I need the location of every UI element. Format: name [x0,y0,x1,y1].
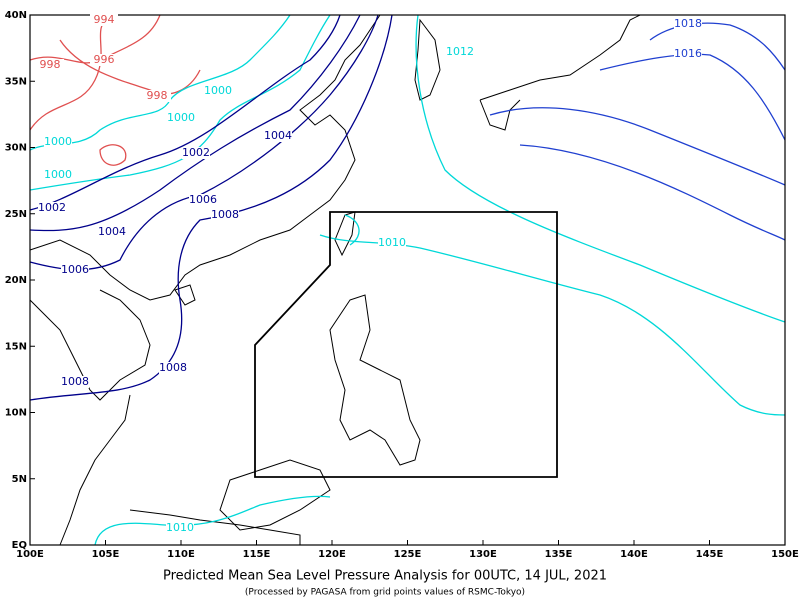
isobar-label: 1000 [44,135,72,148]
isobar-label: 1018 [674,17,702,30]
isobar-label-bg [167,112,195,124]
isobar-label: 998 [147,89,168,102]
subtitle: (Processed by PAGASA from grid points va… [245,588,525,598]
isobar-label: 1006 [189,193,217,206]
isobar-label-bg [143,90,171,102]
lat-label: 20N [5,275,27,286]
isobar-label: 1008 [61,375,89,388]
isobar-label-bg [264,130,292,142]
lon-label: 105E [92,549,120,560]
lat-label: 5N [12,474,27,485]
coastlines [29,14,641,546]
lat-label: EQ [12,540,27,551]
lon-label: 140E [620,549,648,560]
isobar-label-bg [44,169,72,181]
isobar-label: 1004 [98,225,126,238]
lon-label: 120E [318,549,346,560]
isobar-label: 1010 [166,521,194,534]
isobar-label: 1000 [204,84,232,97]
isobar-label-bg [44,136,72,148]
isobar-label-bg [182,147,210,159]
lat-label: 25N [5,209,27,220]
isobar-label-bg [90,14,118,26]
lat-label: 40N [5,10,27,21]
isobar-label: 996 [94,53,115,66]
lon-label: 135E [545,549,573,560]
lon-label: 130E [469,549,497,560]
isobar-label: 1008 [211,208,239,221]
isobar-label: 1002 [38,201,66,214]
lat-label: 15N [5,341,27,352]
isobar-label-bg [38,202,66,214]
isobar-label: 1000 [44,168,72,181]
isobar-label-bg [166,522,194,534]
lon-label: 145E [696,549,724,560]
isobar-label-bg [378,237,406,249]
lon-label: 115E [243,549,271,560]
isobar-label: 994 [94,13,115,26]
isobar-label-bg [446,46,474,58]
title: Predicted Mean Sea Level Pressure Analys… [163,569,607,584]
lon-label: 125E [394,549,422,560]
isobar-label: 1012 [446,45,474,58]
isobar-label: 1002 [182,146,210,159]
lat-label: 30N [5,143,27,154]
isobar-label-bg [61,376,89,388]
lon-label: 100E [16,549,44,560]
isobar-label-bg [674,48,702,60]
isobar-label-bg [674,18,702,30]
isobar-label-bg [189,194,217,206]
isobar-label-bg [159,362,187,374]
lon-label: 110E [167,549,195,560]
par-boundary [254,211,558,478]
lat-label: 35N [5,76,27,87]
isobar-label-bg [36,59,64,71]
isobars [29,14,786,546]
isobar-label: 1010 [378,236,406,249]
isobar-label-bg [211,209,239,221]
isobar-label: 1008 [159,361,187,374]
isobar-label: 1004 [264,129,292,142]
isobar-label: 1000 [167,111,195,124]
isobar-label-bg [98,226,126,238]
isobar-label-bg [61,264,89,276]
isobar-label: 1016 [674,47,702,60]
isobar-label: 998 [40,58,61,71]
lat-label: 10N [5,408,27,419]
isobar-label: 1006 [61,263,89,276]
isobar-label-bg [90,54,118,66]
lon-label: 150E [771,549,799,560]
isobar-label-bg [204,85,232,97]
